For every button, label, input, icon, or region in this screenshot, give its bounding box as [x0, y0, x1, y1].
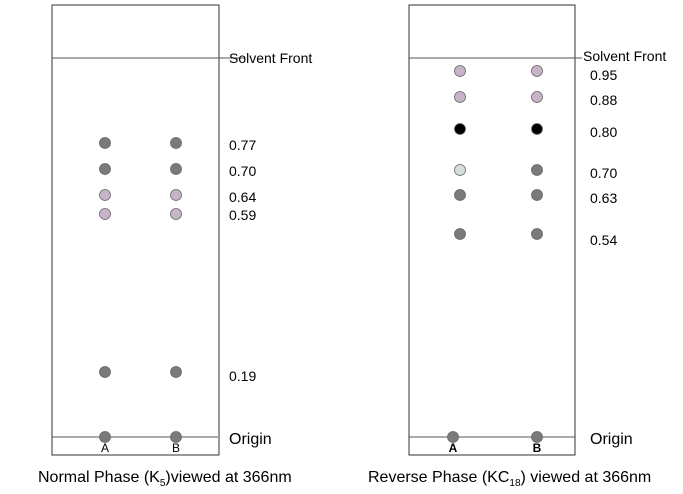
- right-spot-a-1: [454, 65, 466, 77]
- left-spot-b-1: [170, 137, 182, 149]
- right-caption: Reverse Phase (KC18) viewed at 366nm: [368, 469, 651, 489]
- right-spot-a-3: [454, 123, 466, 135]
- right-plate-outline: [408, 4, 576, 456]
- left-origin-spot-b: [170, 431, 182, 443]
- left-origin-label: Origin: [229, 431, 272, 448]
- left-origin-spot-a: [99, 431, 111, 443]
- left-plate-outline: [51, 4, 220, 456]
- right-spot-b-2: [531, 91, 543, 103]
- right-rf-4: 0.70: [590, 165, 617, 181]
- right-rf-3: 0.80: [590, 124, 617, 140]
- left-rf-1: 0.77: [229, 137, 256, 153]
- left-rf-5: 0.19: [229, 368, 256, 384]
- right-spot-a-4: [454, 164, 466, 176]
- left-spot-a-1: [99, 137, 111, 149]
- right-origin-spot-a: [447, 431, 459, 443]
- left-spot-b-5: [170, 366, 182, 378]
- left-spot-a-3: [99, 189, 111, 201]
- right-origin-label: Origin: [590, 431, 633, 448]
- left-spot-b-2: [170, 163, 182, 175]
- left-rf-4: 0.59: [229, 207, 256, 223]
- right-rf-1: 0.95: [590, 67, 617, 83]
- right-plate: Solvent Front Origin 0.95 0.88 0.80 0.70…: [368, 4, 666, 489]
- right-lane-a-label: A: [449, 441, 458, 455]
- left-rf-3: 0.64: [229, 189, 256, 205]
- left-rf-2: 0.70: [229, 163, 256, 179]
- right-spot-b-6: [531, 228, 543, 240]
- left-lane-b-label: B: [172, 441, 180, 455]
- right-origin-spot-b: [531, 431, 543, 443]
- right-spot-b-5: [531, 189, 543, 201]
- left-solvent-front-label: Solvent Front: [229, 50, 312, 66]
- right-lane-b-label: B: [533, 441, 542, 455]
- left-caption: Normal Phase (K5)viewed at 366nm: [38, 469, 292, 489]
- right-solvent-front-label: Solvent Front: [583, 48, 666, 64]
- left-spot-a-4: [99, 208, 111, 220]
- left-lane-a-label: A: [101, 441, 109, 455]
- right-spot-b-3: [531, 123, 543, 135]
- right-spot-a-6: [454, 228, 466, 240]
- right-spot-b-4: [531, 164, 543, 176]
- right-rf-5: 0.63: [590, 190, 617, 206]
- left-spot-b-3: [170, 189, 182, 201]
- right-rf-2: 0.88: [590, 92, 617, 108]
- left-plate: Solvent Front Origin 0.77 0.70 0.64 0.59…: [38, 4, 312, 489]
- left-spot-a-5: [99, 366, 111, 378]
- right-spot-a-2: [454, 91, 466, 103]
- right-spot-a-5: [454, 189, 466, 201]
- right-spot-b-1: [531, 65, 543, 77]
- left-spot-b-4: [170, 208, 182, 220]
- left-spot-a-2: [99, 163, 111, 175]
- right-rf-6: 0.54: [590, 232, 617, 248]
